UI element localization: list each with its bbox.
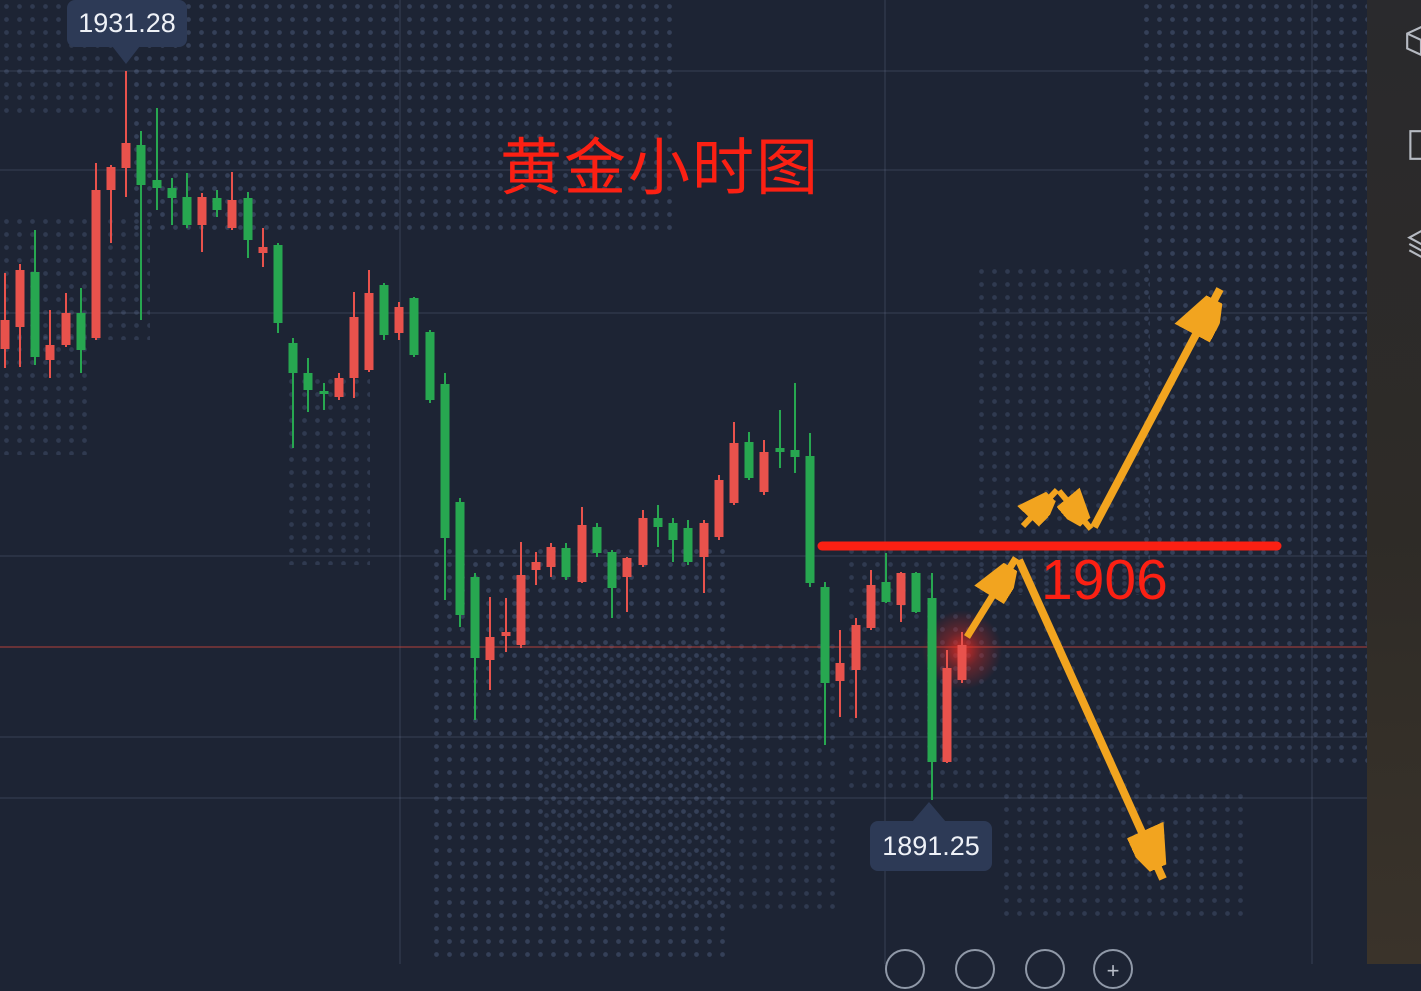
- circle-button-2[interactable]: [955, 949, 995, 989]
- file-icon[interactable]: [1404, 128, 1421, 162]
- layers-icon[interactable]: [1404, 228, 1421, 262]
- cube-icon[interactable]: [1404, 24, 1421, 58]
- analyst-drawings[interactable]: [817, 287, 1282, 881]
- chart-title: 黄金小时图: [500, 134, 821, 203]
- right-toolbar: [1367, 0, 1421, 964]
- swing-low-tooltip: 1891.25: [870, 802, 992, 871]
- swing-high-value: 1931.28: [78, 8, 176, 38]
- circle-button-3[interactable]: [1025, 949, 1065, 989]
- add-button[interactable]: +: [1093, 949, 1133, 989]
- swing-low-value: 1891.25: [882, 830, 980, 861]
- circle-button-1[interactable]: [885, 949, 925, 989]
- candles: [0, 71, 967, 800]
- swing-high-tooltip: 1931.28: [67, 0, 187, 64]
- resistance-price-label: 1906: [1041, 548, 1168, 612]
- candlestick-chart: [0, 0, 1367, 964]
